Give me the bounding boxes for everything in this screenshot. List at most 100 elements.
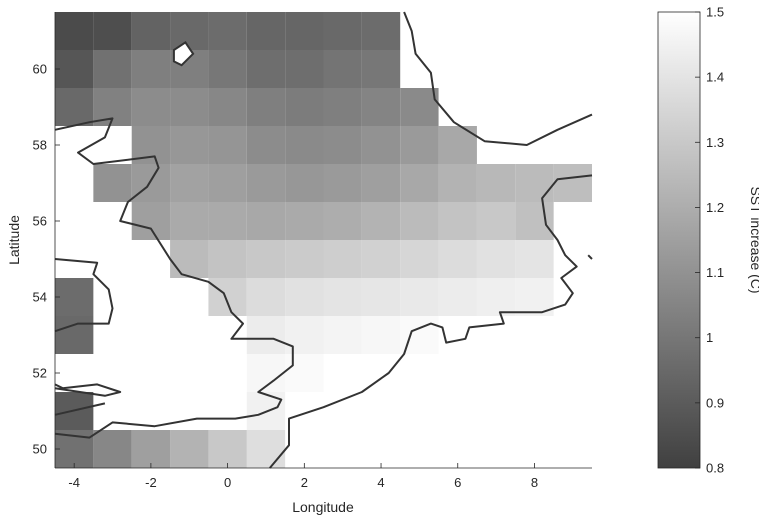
- heatmap-cell: [208, 240, 247, 278]
- heatmap-cell: [246, 240, 286, 278]
- heatmap-cell: [361, 202, 401, 240]
- colorbar: 0.8 0.9 1 1.1 1.2 1.3 1.4 1.5 SST increase (C): [657, 5, 759, 476]
- heatmap-cell: [285, 164, 324, 202]
- heatmap-cell: [170, 88, 209, 126]
- heatmap-cell: [285, 240, 324, 278]
- heatmap-cell: [170, 126, 209, 164]
- heatmap-cell: [400, 240, 439, 278]
- y-axis-label: Latitude: [6, 215, 22, 265]
- coastline: [269, 174, 593, 469]
- heatmap-cell: [476, 202, 516, 240]
- heatmap-cell: [361, 12, 401, 50]
- heatmap-cell: [361, 316, 401, 354]
- heatmap-cell: [55, 88, 94, 126]
- heatmap-cell: [438, 240, 477, 278]
- heatmap-cell: [285, 278, 324, 316]
- heatmap-cell: [361, 126, 401, 164]
- heatmap-cell: [246, 430, 286, 468]
- coastline: [54, 258, 114, 333]
- heatmap-cell: [93, 164, 132, 202]
- heatmap-cell: [208, 278, 247, 316]
- heatmap-cell: [438, 278, 477, 316]
- heatmap-cell: [285, 12, 324, 50]
- heatmap-cell: [400, 164, 439, 202]
- heatmap-cell: [55, 278, 94, 316]
- x-tick-label: 2: [301, 475, 308, 490]
- heatmap-cell: [170, 12, 209, 50]
- y-tick-label: 54: [33, 290, 47, 305]
- heatmap-cell: [361, 88, 401, 126]
- heatmap-cell: [131, 50, 171, 88]
- heatmap-cell: [515, 202, 554, 240]
- colorbar-tick-label: 1.5: [706, 5, 724, 20]
- x-tick-label: 6: [454, 475, 461, 490]
- heatmap-cell: [476, 240, 516, 278]
- heatmap-cell: [361, 240, 401, 278]
- coastline: [54, 117, 294, 439]
- x-tick-label: 0: [224, 475, 231, 490]
- heatmap-cell: [323, 278, 362, 316]
- heatmap-cell: [400, 202, 439, 240]
- colorbar-tick-label: 0.9: [706, 395, 724, 410]
- coastline: [403, 11, 593, 146]
- heatmap-cell: [553, 164, 592, 202]
- heatmap-cell: [323, 202, 362, 240]
- heatmap-cell: [131, 164, 171, 202]
- heatmap-cell: [208, 164, 247, 202]
- heatmap-cell: [170, 240, 209, 278]
- heatmap-cell: [208, 126, 247, 164]
- heatmap-cell: [476, 164, 516, 202]
- colorbar-tick-label: 1: [706, 330, 713, 345]
- plot-area: [54, 11, 593, 469]
- heatmap-cell: [131, 12, 171, 50]
- x-tick-label: -4: [68, 475, 80, 490]
- y-tick-label: 60: [33, 62, 47, 77]
- y-tick-label: 58: [33, 138, 47, 153]
- heatmap-cell: [55, 50, 94, 88]
- y-tick-label: 52: [33, 366, 47, 381]
- heatmap-cell: [93, 50, 132, 88]
- heatmap-cell: [285, 88, 324, 126]
- heatmap-cell: [93, 430, 132, 468]
- heatmap-cell: [170, 164, 209, 202]
- heatmap-cell: [246, 50, 286, 88]
- heatmap-cell: [361, 278, 401, 316]
- heatmap-cell: [285, 354, 324, 392]
- heatmap-cell: [208, 12, 247, 50]
- colorbar-ticks: 0.8 0.9 1 1.1 1.2 1.3 1.4 1.5: [695, 5, 724, 476]
- heatmap-cell: [170, 202, 209, 240]
- heatmap-cell: [323, 50, 362, 88]
- heatmap-cell: [246, 88, 286, 126]
- heatmap-cell: [246, 316, 286, 354]
- heatmap-cell: [400, 88, 439, 126]
- heatmap-cell: [323, 164, 362, 202]
- heatmap-cell: [400, 126, 439, 164]
- heatmap-cell: [131, 430, 171, 468]
- coastline: [587, 254, 593, 260]
- heatmap-cell: [285, 50, 324, 88]
- heatmap-cells: [55, 12, 592, 468]
- heatmap-cell: [208, 88, 247, 126]
- heatmap-cell: [246, 278, 286, 316]
- x-axis: -4 -2 0 2 4 6 8: [55, 463, 592, 490]
- y-axis: 50 52 54 56 58 60: [33, 12, 60, 468]
- heatmap-cell: [285, 202, 324, 240]
- heatmap-cell: [323, 240, 362, 278]
- colorbar-label: SST increase (C): [748, 186, 759, 293]
- coastline: [54, 383, 122, 397]
- heatmap-cell: [246, 126, 286, 164]
- heatmap-cell: [93, 12, 132, 50]
- colorbar-tick-label: 0.8: [706, 461, 724, 476]
- heatmap-cell: [438, 202, 477, 240]
- heatmap-cell: [361, 164, 401, 202]
- colorbar-tick-label: 1.1: [706, 265, 724, 280]
- heatmap-cell: [361, 50, 401, 88]
- heatmap-cell: [285, 316, 324, 354]
- x-tick-label: -2: [145, 475, 157, 490]
- heatmap-cell: [400, 278, 439, 316]
- y-tick-label: 56: [33, 214, 47, 229]
- x-axis-label: Longitude: [292, 499, 354, 515]
- heatmap-cell: [323, 12, 362, 50]
- heatmap-cell: [55, 316, 94, 354]
